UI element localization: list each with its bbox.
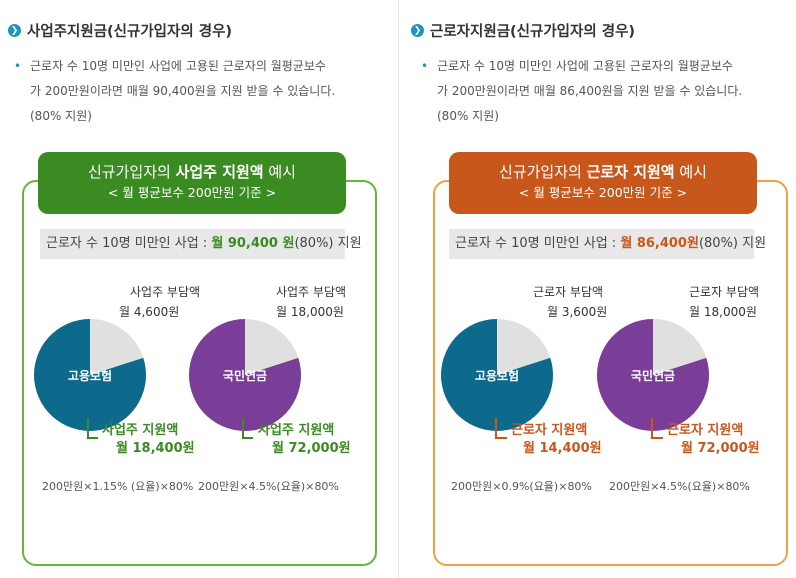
header-text: 신규가입자의 [88, 163, 176, 181]
section-description: • 근로자 수 10명 미만인 사업에 고용된 근로자의 월평균보수 가 200… [421, 54, 782, 129]
formula: 200만원×4.5%(요율)×80% [198, 480, 339, 493]
header-suffix: 예시 [263, 163, 296, 181]
bullet-dot-icon: • [14, 59, 22, 73]
header-subtitle: < 월 평균보수 200만원 기준 > [107, 185, 277, 200]
formula: 200만원×4.5%(요율)×80% [609, 480, 750, 493]
header-suffix: 예시 [674, 163, 707, 181]
formula: 200만원×0.9%(요율)×80% [451, 480, 592, 493]
employer-pie-charts: 고용보험 국민연금 [34, 319, 301, 439]
pie-center-label: 국민연금 [223, 368, 267, 383]
section-title: ❯ 사업주지원금(신규가입자의 경우) [8, 20, 232, 41]
employment-insurance-pie: 고용보험 [34, 319, 146, 431]
burden-amount: 월 3,600원 [547, 305, 608, 319]
header-text: 신규가입자의 [499, 163, 587, 181]
support-label: 근로자 지원액 [667, 423, 744, 438]
worker-pie-charts: 고용보험 국민연금 [441, 319, 709, 439]
burden-amount: 월 18,000원 [276, 305, 344, 319]
burden-label: 근로자 부담액 [533, 285, 604, 299]
burden-slice [245, 319, 299, 375]
section-title-text: 사업주지원금(신규가입자의 경우) [27, 24, 233, 40]
burden-amount: 월 4,600원 [119, 305, 180, 319]
leader-line [651, 418, 663, 439]
chevron-right-icon: ❯ [411, 24, 424, 37]
burden-amount: 월 18,000원 [689, 305, 757, 319]
summary-bar: 근로자 수 10명 미만인 사업 : 월 90,400 원(80%) 지원 [40, 229, 362, 259]
pie-center-label: 국민연금 [631, 368, 675, 383]
section-title: ❯ 근로자지원금(신규가입자의 경우) [411, 20, 635, 41]
support-amount: 월 72,000원 [681, 441, 760, 456]
description-line: 근로자 수 10명 미만인 사업에 고용된 근로자의 월평균보수 [437, 59, 733, 73]
description-line: 가 200만원이라면 매월 90,400원을 지원 받을 수 있습니다. [30, 84, 336, 98]
employer-support-section: ❯ 사업주지원금(신규가입자의 경우) • 근로자 수 10명 미만인 사업에 … [8, 20, 377, 566]
header-bold-text: 사업주 지원액 [175, 163, 264, 181]
burden-slice [90, 319, 144, 375]
support-amount: 월 72,000원 [272, 441, 351, 456]
summary-bar: 근로자 수 10명 미만인 사업 : 월 86,400원(80%) 지원 [449, 229, 766, 259]
formula: 200만원×1.15% (요율)×80% [42, 480, 194, 493]
burden-label: 사업주 부담액 [130, 285, 201, 299]
support-label: 사업주 지원액 [258, 423, 335, 438]
summary-amount: 월 86,400원 [620, 236, 699, 251]
pie-center-label: 고용보험 [475, 368, 519, 383]
leader-line [495, 418, 507, 439]
section-description: • 근로자 수 10명 미만인 사업에 고용된 근로자의 월평균보수 가 200… [14, 54, 375, 129]
summary-suffix: (80%) 지원 [294, 236, 362, 251]
description-line: (80% 지원) [30, 109, 92, 123]
example-header: 신규가입자의 사업주 지원액 예시 < 월 평균보수 200만원 기준 > [38, 152, 346, 214]
national-pension-pie: 국민연금 [189, 319, 301, 431]
bullet-dot-icon: • [421, 59, 429, 73]
employment-insurance-pie: 고용보험 [441, 319, 553, 431]
burden-slice [497, 319, 551, 375]
national-pension-pie: 국민연금 [597, 319, 709, 431]
example-header: 신규가입자의 근로자 지원액 예시 < 월 평균보수 200만원 기준 > [449, 152, 757, 214]
support-amount: 월 14,400원 [523, 441, 602, 456]
burden-slice [653, 319, 707, 375]
header-subtitle: < 월 평균보수 200만원 기준 > [518, 185, 688, 200]
burden-label: 사업주 부담액 [276, 285, 347, 299]
burden-label: 근로자 부담액 [689, 285, 760, 299]
support-label: 근로자 지원액 [511, 423, 588, 438]
summary-prefix: 근로자 수 10명 미만인 사업 : [46, 236, 212, 251]
leader-line [87, 418, 98, 439]
summary-suffix: (80%) 지원 [698, 236, 767, 251]
description-line: 근로자 수 10명 미만인 사업에 고용된 근로자의 월평균보수 [30, 59, 326, 73]
section-title-text: 근로자지원금(신규가입자의 경우) [430, 24, 636, 40]
support-amount: 월 18,400원 [116, 441, 195, 456]
description-line: 가 200만원이라면 매월 86,400원을 지원 받을 수 있습니다. [437, 84, 743, 98]
pie-center-label: 고용보험 [68, 368, 112, 383]
worker-support-section: ❯ 근로자지원금(신규가입자의 경우) • 근로자 수 10명 미만인 사업에 … [398, 0, 796, 578]
header-bold-text: 근로자 지원액 [586, 163, 675, 181]
support-label: 사업주 지원액 [102, 423, 179, 438]
leader-line [242, 418, 253, 439]
summary-prefix: 근로자 수 10명 미만인 사업 : [455, 236, 621, 251]
chevron-right-icon: ❯ [8, 24, 21, 37]
description-line: (80% 지원) [437, 109, 499, 123]
summary-amount: 월 90,400 원 [211, 236, 295, 251]
